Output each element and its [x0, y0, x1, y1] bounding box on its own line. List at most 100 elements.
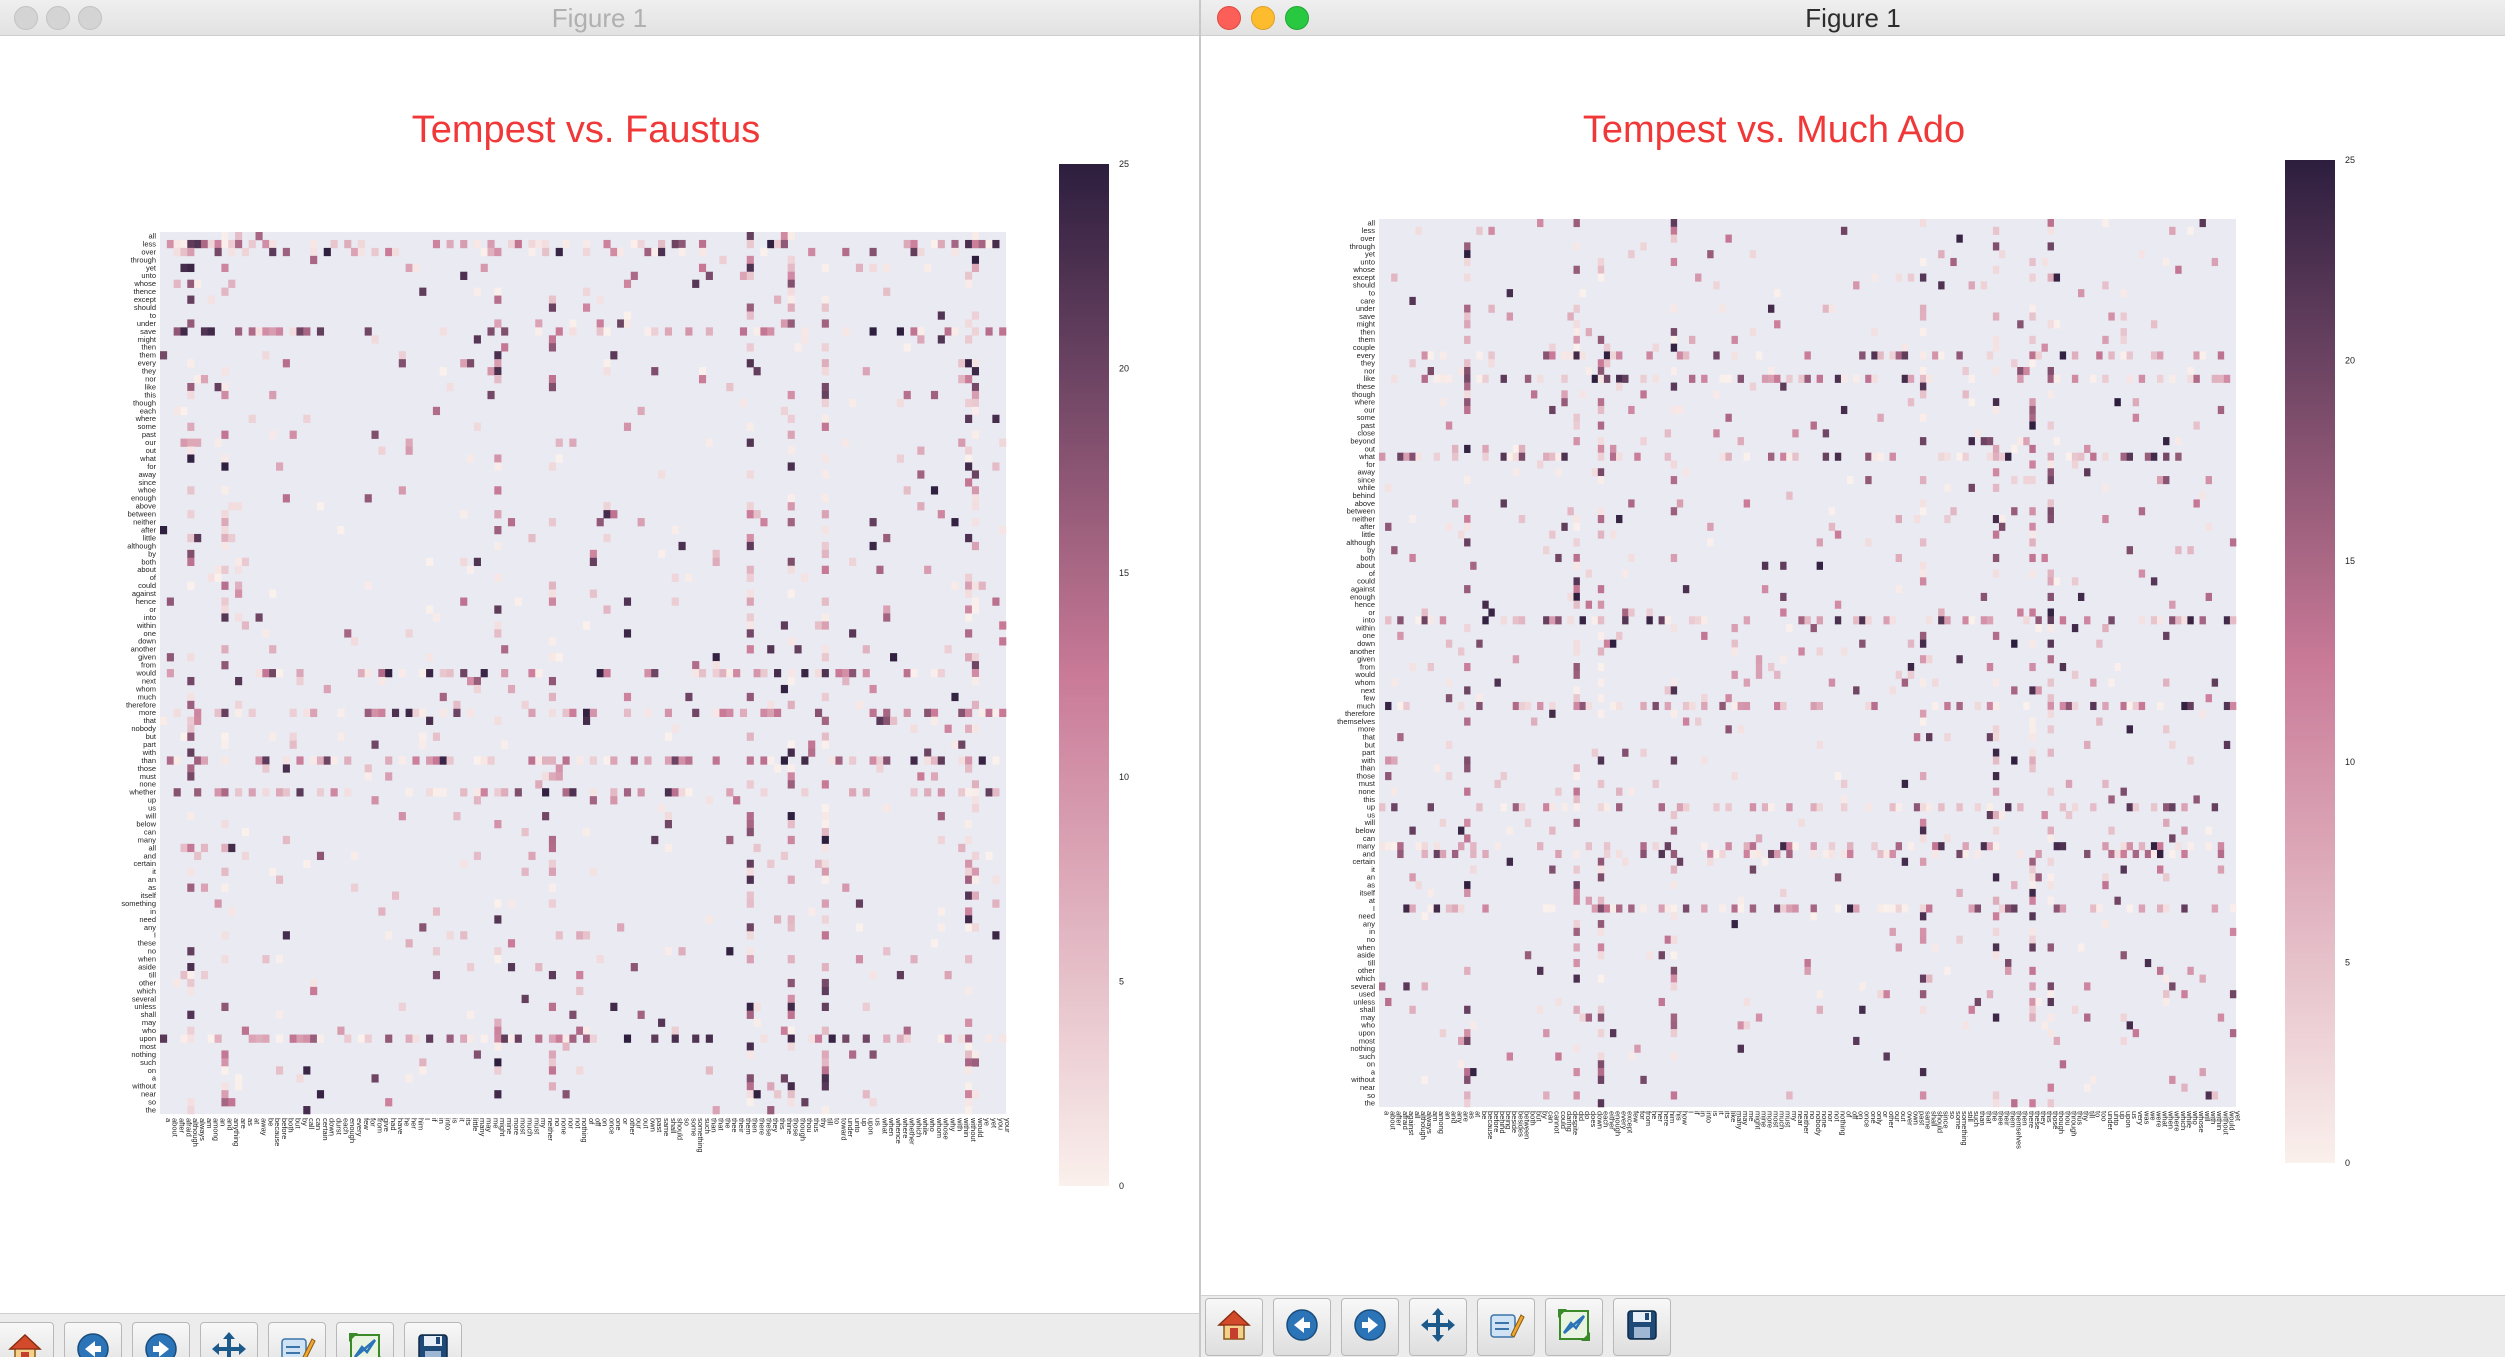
heatmap-cell	[999, 526, 1007, 535]
heatmap-cell	[2071, 351, 2079, 360]
heatmap-cell	[2059, 1060, 2067, 1069]
y-tick-label: another	[1350, 647, 1376, 656]
y-tick-label: such	[1359, 1052, 1375, 1061]
heatmap-cell	[2029, 530, 2036, 539]
heatmap-cell	[1555, 849, 1562, 859]
y-tick-label: though	[133, 398, 156, 407]
close-window-button[interactable]	[14, 6, 38, 30]
x-tick-label: thy	[2082, 1111, 2091, 1121]
heatmap-cell	[2029, 935, 2036, 944]
heatmap-cell	[487, 390, 495, 400]
home-button[interactable]	[0, 1322, 54, 1357]
heatmap-cell	[1597, 616, 1605, 625]
heatmap-cell	[917, 446, 925, 455]
heatmap-cell	[1451, 499, 1459, 508]
figure-canvas[interactable]: Tempest vs. Much Ado all less over through y…	[1201, 36, 2505, 1295]
pan-button[interactable]	[200, 1322, 258, 1357]
heatmap-cell	[1458, 842, 1465, 851]
heatmap-cell	[746, 732, 754, 741]
heatmap-cell	[1597, 631, 1605, 640]
back-button[interactable]	[1273, 1298, 1331, 1356]
heatmap-cell	[760, 788, 768, 797]
forward-button[interactable]	[1341, 1298, 1399, 1356]
heatmap-cell	[1998, 515, 2006, 524]
configure-subplots-button[interactable]	[1477, 1298, 1535, 1356]
heatmap-cell	[1919, 1068, 1927, 1077]
heatmap-cell	[528, 533, 536, 543]
heatmap-cell	[235, 676, 243, 686]
x-tick-label: among	[1437, 1111, 1446, 1134]
heatmap-cell	[2156, 701, 2164, 711]
heatmap-cell	[821, 382, 829, 392]
heatmap-cell	[1439, 398, 1447, 407]
window-titlebar[interactable]: Figure 1	[0, 0, 1199, 36]
heatmap-cell	[1597, 1068, 1605, 1077]
heatmap-cell	[971, 367, 980, 376]
heatmap-cell	[992, 239, 1000, 249]
x-tick-label: same	[1923, 1111, 1932, 1129]
y-tick-label: with	[1361, 756, 1375, 765]
heatmap-cell	[787, 1098, 795, 1107]
heatmap-cell	[1622, 616, 1629, 625]
heatmap-cell	[1451, 452, 1459, 461]
x-tick-label: these	[2033, 1111, 2042, 1129]
zoom-window-button[interactable]	[1285, 6, 1309, 30]
forward-button[interactable]	[132, 1322, 190, 1357]
navigation-toolbar	[1201, 1295, 2505, 1357]
heatmap-cell	[2047, 990, 2054, 999]
heatmap-cell	[2005, 803, 2012, 812]
minimize-window-button[interactable]	[46, 6, 70, 30]
configure-subplots-button[interactable]	[268, 1322, 326, 1357]
heatmap-cell	[535, 1034, 543, 1043]
heatmap-cell	[1421, 842, 1428, 851]
heatmap-cell	[1391, 756, 1398, 765]
heatmap-cell	[1379, 452, 1386, 461]
zoom-window-button[interactable]	[78, 6, 102, 30]
heatmap-cell	[2017, 803, 2024, 812]
heatmap-cell	[1464, 273, 1471, 282]
heatmap-cell	[746, 947, 754, 956]
heatmap-cell	[1980, 842, 1988, 851]
minimize-window-button[interactable]	[1251, 6, 1275, 30]
save-button[interactable]	[1613, 1298, 1671, 1356]
heatmap-cell	[494, 1026, 502, 1035]
window-titlebar[interactable]: Figure 1	[1201, 0, 2505, 36]
zoom-button[interactable]	[336, 1322, 394, 1357]
heatmap-cell	[2169, 616, 2176, 625]
x-tick-label: upon	[867, 1118, 876, 1135]
figure-canvas[interactable]: Tempest vs. Faustus all less over through ye…	[0, 36, 1199, 1313]
y-tick-label: below	[136, 819, 156, 828]
x-tick-label: past	[655, 1118, 664, 1133]
heatmap-cell	[480, 756, 488, 765]
heatmap-cell	[664, 788, 672, 797]
heatmap-cell	[726, 669, 734, 678]
save-button[interactable]	[404, 1322, 462, 1357]
x-tick-label: shall	[669, 1118, 678, 1134]
heatmap-cell	[658, 1018, 666, 1027]
home-button[interactable]	[1205, 1298, 1263, 1356]
pan-button[interactable]	[1409, 1298, 1467, 1356]
heatmap-cell	[1597, 444, 1605, 453]
heatmap-cell	[630, 271, 638, 280]
y-tick-label: this	[144, 390, 156, 399]
zoom-button[interactable]	[1545, 1298, 1603, 1356]
close-window-button[interactable]	[1217, 6, 1241, 30]
heatmap-cell	[1464, 686, 1471, 695]
y-tick-label: I	[1373, 904, 1375, 913]
x-tick-label: away	[259, 1118, 268, 1136]
heatmap-cell	[1439, 351, 1447, 360]
heatmap-cell	[528, 851, 536, 861]
heatmap-cell	[419, 1066, 427, 1075]
heatmap-cell	[2181, 616, 2188, 625]
heatmap-cell	[1567, 312, 1574, 321]
heatmap-cell	[194, 438, 202, 447]
heatmap-cell	[1840, 795, 1848, 804]
heatmap-cell	[1840, 779, 1848, 788]
heatmap-cell	[1464, 624, 1471, 633]
heatmap-cell	[555, 1034, 563, 1043]
heatmap-cell	[385, 1098, 393, 1107]
heatmap-cell	[1464, 538, 1471, 547]
heatmap-cell	[255, 756, 263, 765]
back-button[interactable]	[64, 1322, 122, 1357]
heatmap-cell	[1810, 701, 1817, 711]
